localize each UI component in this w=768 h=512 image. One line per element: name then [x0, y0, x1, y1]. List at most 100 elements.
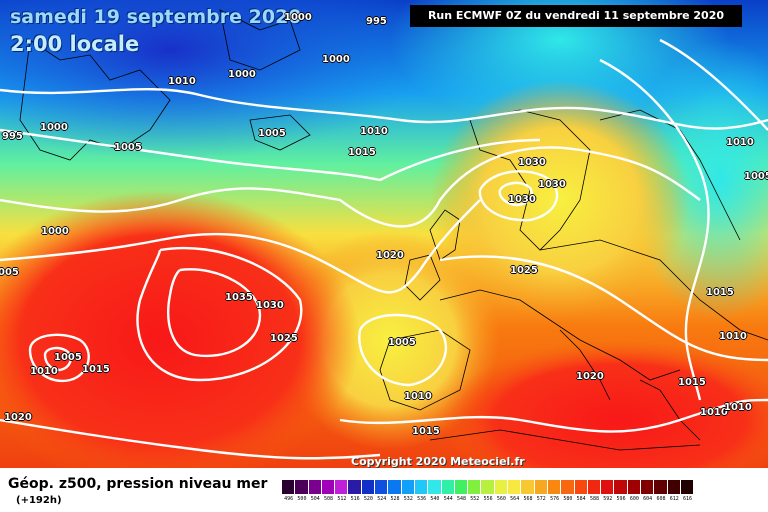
scale-cell: 604	[641, 480, 655, 506]
scale-cell: 544	[441, 480, 455, 506]
scale-label: 540	[430, 496, 440, 502]
scale-swatch	[587, 480, 602, 494]
scale-swatch	[494, 480, 509, 494]
isobar-label: 1010	[360, 126, 388, 137]
scale-cell: 548	[454, 480, 469, 506]
isobar-label: 1015	[82, 364, 110, 375]
legend-title: Géop. z500, pression niveau mer	[8, 476, 268, 492]
scale-cell: 556	[481, 480, 495, 506]
coastlines	[19, 9, 768, 451]
isobar-label: 1005	[388, 337, 416, 348]
scale-cell: 528	[388, 480, 402, 506]
scale-cell: 600	[627, 480, 642, 506]
scale-swatch	[375, 480, 389, 494]
low-geopotential-zone	[0, 0, 430, 160]
cyan-zone	[390, 0, 730, 130]
forecast-map	[0, 0, 768, 468]
scale-swatch	[667, 480, 681, 494]
copyright-text: Copyright 2020 Meteociel.fr	[351, 455, 525, 468]
scale-swatch	[348, 480, 362, 494]
isobar-label: 1010	[719, 331, 747, 342]
legend-bar: Géop. z500, pression niveau mer (+192h) …	[0, 468, 768, 512]
scale-label: 552	[470, 496, 480, 502]
isobar-label: 1000	[322, 54, 350, 65]
scale-cell: 592	[601, 480, 615, 506]
scale-cell: 504	[308, 480, 322, 506]
scale-cell: 516	[348, 480, 362, 506]
scale-swatch	[601, 480, 615, 494]
isobar-label: 1030	[518, 157, 546, 168]
scale-swatch	[627, 480, 642, 494]
scale-label: 504	[310, 496, 320, 502]
color-scale: 496 500 504 508 512 516 520 524 528 532 536 540 544 5…	[282, 480, 695, 506]
scale-label: 600	[629, 496, 639, 502]
scale-cell: 540	[428, 480, 442, 506]
isobar-label: 1000	[40, 122, 68, 133]
isobar-label: 1020	[4, 412, 32, 423]
isobar-label: 1035	[225, 292, 253, 303]
scale-cell: 536	[414, 480, 429, 506]
isobar-label: 1010	[700, 407, 728, 418]
scale-swatch	[561, 480, 575, 494]
atlantic-red-zone	[0, 190, 360, 468]
scale-cell: 568	[521, 480, 535, 506]
scale-swatch	[534, 480, 548, 494]
scale-label: 596	[616, 496, 626, 502]
scale-label: 532	[403, 496, 413, 502]
scale-cell: 588	[587, 480, 602, 506]
scale-cell: 616	[680, 480, 695, 506]
scale-swatch	[361, 480, 376, 494]
scale-label: 608	[656, 496, 666, 502]
isobar-label: 1030	[538, 179, 566, 190]
scale-cell: 612	[667, 480, 681, 506]
scale-swatch	[481, 480, 495, 494]
scale-swatch	[441, 480, 455, 494]
forecast-lead-time: (+192h)	[16, 495, 62, 506]
isobar-label: 1010	[404, 391, 432, 402]
scale-cell: 532	[401, 480, 415, 506]
isobar-label: 1020	[376, 250, 404, 261]
scale-label: 512	[337, 496, 347, 502]
scale-cell: 564	[508, 480, 522, 506]
scale-swatch	[680, 480, 695, 494]
isobar-label: 1025	[510, 265, 538, 276]
scale-swatch	[654, 480, 668, 494]
scale-label: 500	[297, 496, 307, 502]
run-info-box: Run ECMWF 0Z du vendredi 11 septembre 20…	[410, 5, 742, 27]
isobars	[0, 38, 768, 460]
scale-cell: 512	[335, 480, 349, 506]
scale-label: 528	[390, 496, 400, 502]
scale-cell: 608	[654, 480, 668, 506]
isobar-label: 1005	[744, 171, 768, 182]
scale-cell: 572	[534, 480, 548, 506]
scale-cell: 560	[494, 480, 509, 506]
forecast-date: samedi 19 septembre 2020	[10, 6, 302, 28]
mediterranean-red-zone	[440, 340, 768, 468]
scale-label: 536	[417, 496, 427, 502]
scale-cell: 496	[282, 480, 296, 506]
scale-cell: 524	[375, 480, 389, 506]
scale-swatch	[641, 480, 655, 494]
isobar-label: 1010	[726, 137, 754, 148]
scale-swatch	[335, 480, 349, 494]
isobar-label: 1015	[678, 377, 706, 388]
scale-swatch	[614, 480, 628, 494]
scale-label: 560	[496, 496, 506, 502]
scale-cell: 508	[321, 480, 336, 506]
scale-label: 568	[523, 496, 533, 502]
isobar-label: 1005	[54, 352, 82, 363]
isobar-label: 1005	[258, 128, 286, 139]
scale-label: 616	[683, 496, 693, 502]
isobar-label: 995	[2, 131, 23, 142]
scale-label: 496	[284, 496, 294, 502]
isobar-label: 1005	[114, 142, 142, 153]
scale-cell: 500	[295, 480, 309, 506]
isobar-label: 1015	[348, 147, 376, 158]
scale-swatch	[547, 480, 562, 494]
scale-label: 524	[377, 496, 387, 502]
scale-label: 592	[603, 496, 613, 502]
isobar-label: 1010	[724, 402, 752, 413]
scale-cell: 520	[361, 480, 376, 506]
isobar-label: 1000	[41, 226, 69, 237]
